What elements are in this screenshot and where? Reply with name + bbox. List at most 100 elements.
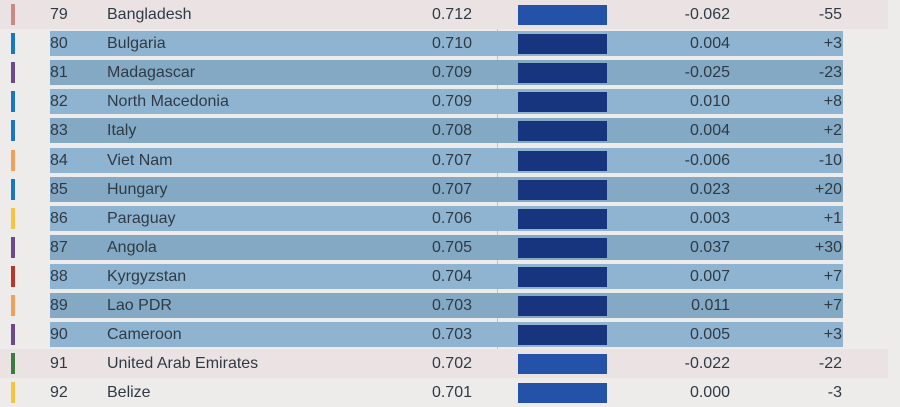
rank-cell: 80 [50,35,68,52]
score-change-cell: 0.004 [689,122,730,139]
region-color-marker [11,353,15,374]
score-change-cell: 0.037 [689,239,730,256]
region-color-marker [11,237,15,258]
table-row[interactable]: 80 Bulgaria 0.710 0.004 +3 [0,29,900,58]
score-bar [518,34,607,54]
table-row[interactable]: 90 Cameroon 0.703 0.005 +3 [0,320,900,349]
table-row[interactable]: 81 Madagascar 0.709 -0.025 -23 [0,58,900,87]
rank-cell: 88 [50,268,68,285]
rank-cell: 87 [50,239,68,256]
table-row[interactable]: 84 Viet Nam 0.707 -0.006 -10 [0,146,900,175]
score-change-cell: 0.003 [689,210,730,227]
table-row[interactable]: 86 Paraguay 0.706 0.003 +1 [0,204,900,233]
score-bar [518,209,607,229]
rank-cell: 85 [50,181,68,198]
row-selection-highlight [50,177,843,202]
country-name-cell: Hungary [107,181,168,198]
score-cell: 0.709 [431,64,472,81]
rank-change-cell: +7 [823,297,842,314]
rank-change-cell: -3 [827,384,842,401]
rank-change-cell: +30 [814,239,842,256]
country-name-cell: Paraguay [107,210,176,227]
country-name-cell: Madagascar [107,64,196,81]
score-bar [518,5,607,25]
row-selection-highlight [50,322,843,347]
score-bar [518,151,607,171]
country-name-cell: Angola [107,239,157,256]
score-change-cell: 0.005 [689,326,730,343]
score-cell: 0.703 [431,297,472,314]
score-change-cell: 0.011 [691,297,730,314]
score-change-cell: -0.025 [684,64,730,81]
country-name-cell: Viet Nam [107,152,173,169]
rank-change-cell: -22 [818,355,842,372]
region-color-marker [11,91,15,112]
score-bar [518,238,607,258]
score-change-cell: 0.010 [689,93,730,110]
rank-cell: 79 [50,6,68,23]
score-bar [518,267,607,287]
rank-cell: 84 [50,152,68,169]
rank-cell: 86 [50,210,68,227]
score-cell: 0.702 [431,355,472,372]
region-color-marker [11,266,15,287]
region-color-marker [11,150,15,171]
table-row[interactable]: 82 North Macedonia 0.709 0.010 +8 [0,87,900,116]
rank-change-cell: -55 [818,6,842,23]
score-cell: 0.704 [431,268,472,285]
table-row[interactable]: 92 Belize 0.701 0.000 -3 [0,378,900,407]
table-row[interactable]: 83 Italy 0.708 0.004 +2 [0,116,900,145]
table-row[interactable]: 79 Bangladesh 0.712 -0.062 -55 [0,0,900,29]
table-row[interactable]: 87 Angola 0.705 0.037 +30 [0,233,900,262]
score-cell: 0.710 [431,35,472,52]
rank-cell: 91 [50,355,68,372]
row-selection-highlight [50,148,843,173]
rank-cell: 92 [50,384,68,401]
table-row[interactable]: 85 Hungary 0.707 0.023 +20 [0,175,900,204]
score-change-cell: 0.023 [689,181,730,198]
row-selection-highlight [50,60,843,85]
table-row[interactable]: 91 United Arab Emirates 0.702 -0.022 -22 [0,349,900,378]
country-name-cell: Kyrgyzstan [107,268,187,285]
row-background [0,349,888,378]
rank-change-cell: -23 [818,64,842,81]
rank-cell: 82 [50,93,68,110]
row-selection-highlight [50,118,843,143]
score-cell: 0.707 [431,152,472,169]
table-row[interactable]: 88 Kyrgyzstan 0.704 0.007 +7 [0,262,900,291]
rank-cell: 83 [50,122,68,139]
score-change-cell: -0.006 [684,152,730,169]
score-cell: 0.709 [431,93,472,110]
region-color-marker [11,208,15,229]
score-bar [518,325,607,345]
region-color-marker [11,324,15,345]
country-name-cell: Bangladesh [107,6,192,23]
region-color-marker [11,179,15,200]
country-name-cell: United Arab Emirates [107,355,259,372]
row-selection-highlight [50,235,843,260]
score-cell: 0.708 [431,122,472,139]
score-cell: 0.706 [431,210,472,227]
rank-change-cell: +7 [823,268,842,285]
country-name-cell: Bulgaria [107,35,166,52]
rank-change-cell: +20 [814,181,842,198]
score-bar [518,63,607,83]
region-color-marker [11,62,15,83]
table-row[interactable]: 89 Lao PDR 0.703 0.011 +7 [0,291,900,320]
row-background [0,0,888,29]
score-bar [518,354,607,374]
region-color-marker [11,33,15,54]
region-color-marker [11,4,15,25]
score-cell: 0.707 [431,181,472,198]
row-selection-highlight [50,293,843,318]
region-color-marker [11,382,15,403]
region-color-marker [11,295,15,316]
score-cell: 0.703 [431,326,472,343]
country-name-cell: Italy [107,122,137,139]
score-bar [518,180,607,200]
country-name-cell: Cameroon [107,326,182,343]
score-cell: 0.701 [431,384,472,401]
score-cell: 0.712 [431,6,472,23]
score-cell: 0.705 [431,239,472,256]
